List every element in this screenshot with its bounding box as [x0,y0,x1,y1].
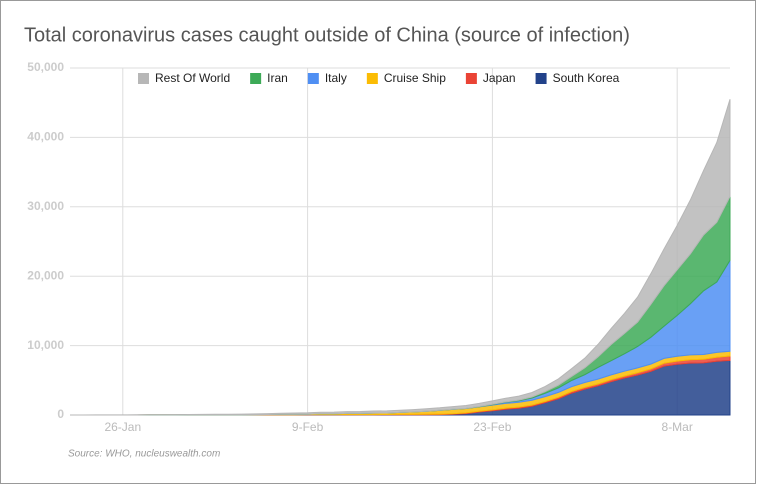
y-tick-label: 0 [57,407,64,421]
legend-swatch [366,73,378,84]
area [70,99,731,416]
source-note: Source: WHO, nucleuswealth.com [68,449,220,460]
chart-title: Total coronavirus cases caught outside o… [24,24,630,46]
legend-label: Japan [483,71,516,85]
y-tick-label: 40,000 [27,130,64,144]
y-tick-label: 20,000 [27,268,64,282]
legend-label: South Korea [553,71,620,85]
legend-label: Italy [325,71,347,85]
y-tick-label: 10,000 [27,338,64,352]
legend-swatch [535,73,547,84]
legend-label: Iran [267,71,288,85]
y-tick-label: 30,000 [27,199,64,213]
y-tick-label: 50,000 [27,60,64,74]
legend-swatch [307,73,319,84]
legend-label: Cruise Ship [384,71,446,85]
x-tick-label: 8-Mar [662,420,693,434]
legend-swatch [138,73,149,84]
legend-label: Rest Of World [155,71,230,85]
x-tick-label: 9-Feb [292,420,324,434]
legend-swatch [250,73,262,84]
legend-swatch [465,73,477,84]
x-tick-label: 23-Feb [473,420,511,434]
x-tick-label: 26-Jan [104,420,141,434]
